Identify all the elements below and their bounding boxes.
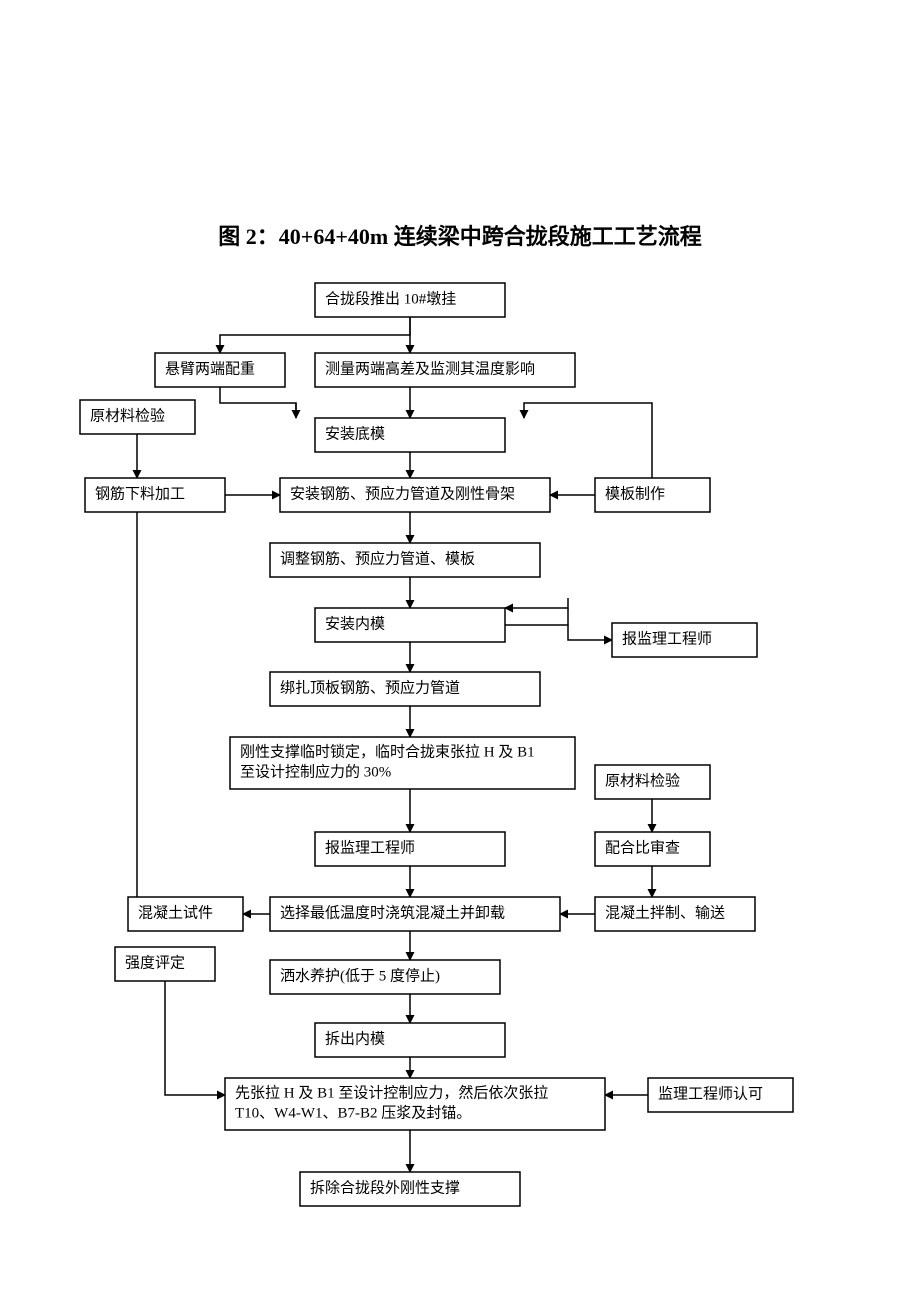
- flow-node-n10r: 混凝土拌制、输送: [595, 897, 755, 931]
- flow-node-label: 钢筋下料加工: [95, 485, 185, 502]
- flow-node-n13r: 监理工程师认可: [648, 1078, 793, 1112]
- flow-node-label: 悬臂两端配重: [165, 360, 255, 377]
- flow-node-label: 拆出内模: [325, 1030, 385, 1047]
- flow-node-label: 原材料检验: [605, 772, 680, 789]
- flow-node-label: 原材料检验: [90, 407, 165, 424]
- flow-node-label: 刚性支撑临时锁定，临时合拢束张拉 H 及 B1: [240, 743, 535, 760]
- flow-node-label: 安装底模: [325, 425, 385, 442]
- flow-node-label: 安装钢筋、预应力管道及刚性骨架: [290, 484, 515, 502]
- flow-node-n1: 合拢段推出 10#墩挂: [315, 283, 505, 317]
- flow-node-label: 混凝土拌制、输送: [605, 904, 725, 921]
- flow-node-n12: 拆出内模: [315, 1023, 505, 1057]
- flow-node-n2b: 测量两端高差及监测其温度影响: [315, 353, 575, 387]
- flow-node-n2a: 悬臂两端配重: [155, 353, 285, 387]
- flow-node-n6r: 报监理工程师: [612, 623, 757, 657]
- flowchart-canvas: 图 2：40+64+40m 连续梁中跨合拢段施工工艺流程合拢段推出 10#墩挂悬…: [0, 0, 920, 1302]
- flow-node-n10: 选择最低温度时浇筑混凝土并卸载: [270, 897, 560, 931]
- flow-node-n11: 洒水养护(低于 5 度停止): [270, 960, 500, 994]
- flow-edge: [505, 598, 568, 608]
- flow-node-label: 配合比审查: [605, 839, 680, 856]
- flow-node-n4r: 模板制作: [595, 478, 710, 512]
- figure-title: 图 2：40+64+40m 连续梁中跨合拢段施工工艺流程: [218, 224, 701, 249]
- flow-node-n8r: 原材料检验: [595, 765, 710, 799]
- flow-edge: [165, 981, 225, 1095]
- flow-node-label: 报监理工程师: [325, 839, 415, 856]
- flow-node-label: 洒水养护(低于 5 度停止): [280, 967, 440, 984]
- flow-node-label: 选择最低温度时浇筑混凝土并卸载: [280, 904, 505, 921]
- flow-node-label: 模板制作: [605, 484, 665, 502]
- flow-node-n10l: 混凝土试件: [128, 897, 243, 931]
- flow-node-label: 监理工程师认可: [658, 1085, 763, 1102]
- nodes-layer: 合拢段推出 10#墩挂悬臂两端配重测量两端高差及监测其温度影响原材料检验安装底模…: [80, 283, 793, 1206]
- flow-node-n3: 安装底模: [315, 418, 505, 452]
- flow-node-n11l: 强度评定: [115, 947, 215, 981]
- flow-node-label: 安装内模: [325, 615, 385, 632]
- flow-node-label: T10、W4-W1、B7-B2 压浆及封锚。: [235, 1104, 471, 1122]
- flow-node-n9r: 配合比审查: [595, 832, 710, 866]
- flow-node-n4l: 钢筋下料加工: [85, 478, 225, 512]
- flow-node-n3l: 原材料检验: [80, 400, 195, 434]
- flow-node-label: 绑扎顶板钢筋、预应力管道: [280, 678, 460, 696]
- flow-node-n7: 绑扎顶板钢筋、预应力管道: [270, 672, 540, 706]
- flow-node-label: 报监理工程师: [622, 630, 712, 647]
- flow-node-n9: 报监理工程师: [315, 832, 505, 866]
- flow-edge: [220, 387, 296, 418]
- flow-node-n4: 安装钢筋、预应力管道及刚性骨架: [280, 478, 550, 512]
- flow-node-label: 混凝土试件: [138, 904, 213, 921]
- flow-edge: [128, 512, 137, 914]
- flow-node-label: 调整钢筋、预应力管道、模板: [280, 549, 475, 567]
- flow-node-label: 测量两端高差及监测其温度影响: [325, 360, 535, 377]
- flow-node-n14: 拆除合拢段外刚性支撑: [300, 1172, 520, 1206]
- flow-node-label: 强度评定: [125, 954, 185, 971]
- flow-node-n8: 刚性支撑临时锁定，临时合拢束张拉 H 及 B1 至设计控制应力的 30%: [230, 737, 575, 789]
- flow-edge: [524, 403, 652, 478]
- flow-node-n6: 安装内模: [315, 608, 505, 642]
- flow-node-label: 合拢段推出 10#墩挂: [325, 290, 456, 307]
- flow-node-label: 至设计控制应力的 30%: [240, 763, 391, 781]
- flow-node-n5: 调整钢筋、预应力管道、模板: [270, 543, 540, 577]
- flow-node-label: 先张拉 H 及 B1 至设计控制应力，然后依次张拉: [235, 1083, 548, 1101]
- flow-node-n13: 先张拉 H 及 B1 至设计控制应力，然后依次张拉 T10、W4-W1、B7-B2…: [225, 1078, 605, 1130]
- flow-node-label: 拆除合拢段外刚性支撑: [310, 1179, 460, 1196]
- flow-edge: [220, 317, 410, 353]
- flow-edge: [505, 625, 612, 640]
